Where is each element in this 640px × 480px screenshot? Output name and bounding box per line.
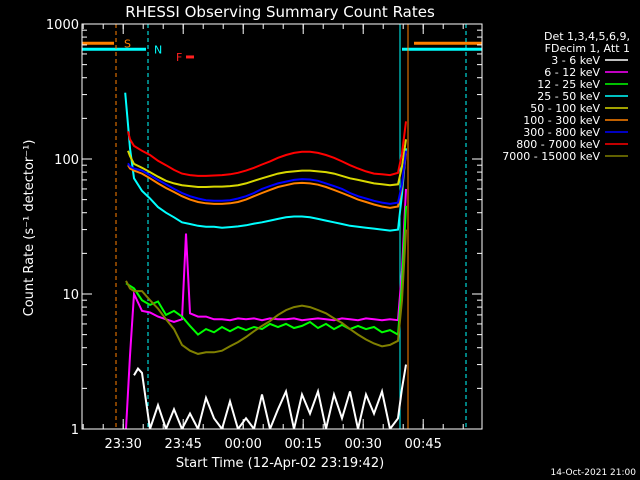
- x-tick-label-1: 23:45: [164, 437, 201, 452]
- y-axis-label: Count Rate (s⁻¹ detector⁻¹): [22, 140, 37, 317]
- legend-label-6: 300 - 800 keV: [523, 126, 600, 139]
- series-line-5: [127, 153, 407, 209]
- series-line-7: [127, 121, 407, 177]
- y-tick-label-2: 100: [54, 153, 79, 168]
- x-axis-label: Start Time (12-Apr-02 23:19:42): [176, 456, 384, 471]
- axes: [81, 23, 483, 430]
- flag-layer: S N F: [82, 37, 482, 64]
- x-tick-label-4: 00:30: [344, 437, 381, 452]
- legend-header-0: Det 1,3,4,5,6,9,: [544, 30, 630, 43]
- flag-label-2: F: [176, 51, 182, 64]
- legend-label-2: 12 - 25 keV: [537, 78, 600, 91]
- series-line-6: [127, 150, 407, 205]
- flag-label-0: S: [124, 37, 131, 50]
- legend-label-7: 800 - 7000 keV: [516, 138, 600, 151]
- y-tick-labels: 1 10 100 1000: [46, 18, 79, 438]
- vertical-marker-layer: [115, 24, 467, 429]
- plot-timestamp: 14-Oct-2021 21:00: [551, 468, 637, 478]
- series-line-4: [127, 139, 407, 188]
- plot-frame: [81, 23, 483, 430]
- legend-label-5: 100 - 300 keV: [523, 114, 600, 127]
- series-line-0: [133, 364, 407, 429]
- chart-title: RHESSI Observing Summary Count Rates: [125, 3, 435, 21]
- x-tick-label-0: 23:30: [104, 437, 141, 452]
- series-line-3: [124, 92, 407, 232]
- y-tick-label-1: 10: [62, 288, 79, 303]
- x-tick-labels: 23:30 23:45 00:00 00:15 00:30 00:45: [104, 437, 441, 452]
- x-tick-label-3: 00:15: [284, 437, 321, 452]
- legend-label-0: 3 - 6 keV: [551, 54, 600, 67]
- legend-header-1: FDecim 1, Att 1: [545, 42, 630, 55]
- legend-label-4: 50 - 100 keV: [530, 102, 600, 115]
- series-layer: [124, 92, 407, 429]
- legend-label-3: 25 - 50 keV: [537, 90, 600, 103]
- x-tick-label-5: 00:45: [404, 437, 441, 452]
- x-tick-label-2: 00:00: [224, 437, 261, 452]
- series-line-1: [125, 188, 407, 429]
- y-tick-label-3: 1000: [46, 18, 79, 33]
- y-tick-label-0: 1: [71, 423, 79, 438]
- legend-label-1: 6 - 12 keV: [544, 66, 600, 79]
- legend: Det 1,3,4,5,6,9,FDecim 1, Att 13 - 6 keV…: [502, 30, 630, 163]
- flag-label-1: N: [154, 43, 162, 56]
- legend-label-8: 7000 - 15000 keV: [502, 150, 600, 163]
- series-line-2: [125, 205, 407, 337]
- series-line-8: [125, 229, 407, 355]
